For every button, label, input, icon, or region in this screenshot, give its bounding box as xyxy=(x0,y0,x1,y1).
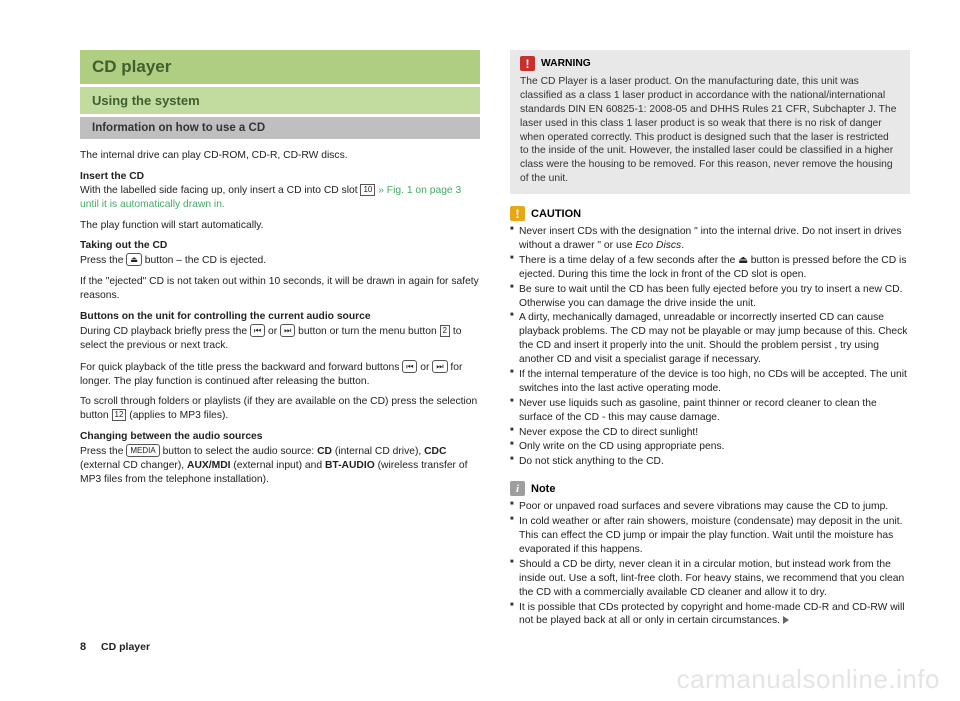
text: or xyxy=(417,362,432,373)
list-item: There is a time delay of a few seconds a… xyxy=(510,254,910,282)
text: Press the xyxy=(80,255,126,266)
heading-3: Information on how to use a CD xyxy=(80,117,480,139)
paragraph: Buttons on the unit for controlling the … xyxy=(80,310,480,353)
paragraph: To scroll through folders or playlists (… xyxy=(80,395,480,423)
next-button-icon: ⏭ xyxy=(432,360,447,373)
watermark: carmanualsonline.info xyxy=(677,664,940,695)
text: Press the xyxy=(80,446,126,457)
subhead: Taking out the CD xyxy=(80,240,167,251)
warning-body: The CD Player is a laser product. On the… xyxy=(520,75,900,186)
list-item: Poor or unpaved road surfaces and severe… xyxy=(510,500,910,514)
ref-number: 12 xyxy=(112,409,127,421)
subhead: Changing between the audio sources xyxy=(80,431,263,442)
text: Never insert CDs with the designation " … xyxy=(519,226,902,251)
text: button or turn the menu button xyxy=(295,326,439,337)
paragraph: Taking out the CD Press the ⏏ button – t… xyxy=(80,239,480,268)
paragraph: The internal drive can play CD-ROM, CD-R… xyxy=(80,149,480,163)
list-item: Be sure to wait until the CD has been fu… xyxy=(510,283,910,311)
prev-button-icon: ⏮ xyxy=(402,360,417,373)
subhead: Buttons on the unit for controlling the … xyxy=(80,311,371,322)
warning-icon: ! xyxy=(520,56,535,71)
text: With the labelled side facing up, only i… xyxy=(80,185,360,196)
subhead: Insert the CD xyxy=(80,171,144,182)
list-item: If the internal temperature of the devic… xyxy=(510,368,910,396)
text: During CD playback briefly press the xyxy=(80,326,250,337)
continue-icon xyxy=(783,616,789,624)
text: BT-AUDIO xyxy=(325,460,375,471)
note-header: i Note xyxy=(510,481,910,496)
note-icon: i xyxy=(510,481,525,496)
heading-1: CD player xyxy=(80,50,480,84)
paragraph: If the "ejected" CD is not taken out wit… xyxy=(80,275,480,303)
text: button to select the audio source: xyxy=(160,446,317,457)
text: CD xyxy=(317,446,332,457)
text: For quick playback of the title press th… xyxy=(80,362,402,373)
prev-button-icon: ⏮ xyxy=(250,324,265,337)
list-item: Never insert CDs with the designation " … xyxy=(510,225,910,253)
media-button-icon: MEDIA xyxy=(126,444,159,457)
text: CDC xyxy=(424,446,446,457)
note-list: Poor or unpaved road surfaces and severe… xyxy=(510,500,910,628)
caution-title: CAUTION xyxy=(531,208,581,220)
ref-number: 2 xyxy=(440,325,450,337)
list-item: Never expose the CD to direct sunlight! xyxy=(510,426,910,440)
page-content: CD player Using the system Information o… xyxy=(0,0,960,649)
left-column: CD player Using the system Information o… xyxy=(80,50,480,629)
text: (applies to MP3 files). xyxy=(126,410,228,421)
next-button-icon: ⏭ xyxy=(280,324,295,337)
warning-box: ! WARNING The CD Player is a laser produ… xyxy=(510,50,910,194)
list-item: A dirty, mechanically damaged, unreadabl… xyxy=(510,311,910,367)
text: (internal CD drive), xyxy=(332,446,424,457)
eject-button-icon: ⏏ xyxy=(126,253,142,266)
caution-list: Never insert CDs with the designation " … xyxy=(510,225,910,469)
warning-title: WARNING xyxy=(541,58,591,69)
text: (external CD changer), xyxy=(80,460,187,471)
list-item: Never use liquids such as gasoline, pain… xyxy=(510,397,910,425)
text: (external input) and xyxy=(231,460,325,471)
text: AUX/MDI xyxy=(187,460,230,471)
caution-header: ! CAUTION xyxy=(510,206,910,221)
list-item: It is possible that CDs protected by cop… xyxy=(510,601,910,629)
caution-icon: ! xyxy=(510,206,525,221)
text: or xyxy=(265,326,280,337)
right-column: ! WARNING The CD Player is a laser produ… xyxy=(510,50,910,629)
text: button – the CD is ejected. xyxy=(142,255,266,266)
list-item: In cold weather or after rain showers, m… xyxy=(510,515,910,557)
heading-2: Using the system xyxy=(80,87,480,114)
page-number: 8 xyxy=(80,641,86,653)
paragraph: Changing between the audio sources Press… xyxy=(80,430,480,487)
text: Eco Discs xyxy=(635,240,681,251)
note-title: Note xyxy=(531,483,555,495)
paragraph: Insert the CD With the labelled side fac… xyxy=(80,170,480,212)
warning-header: ! WARNING xyxy=(520,56,900,71)
list-item: Only write on the CD using appropriate p… xyxy=(510,440,910,454)
section-name: CD player xyxy=(101,641,150,653)
paragraph: The play function will start automatical… xyxy=(80,219,480,233)
ref-number: 10 xyxy=(360,184,375,196)
list-item: Should a CD be dirty, never clean it in … xyxy=(510,558,910,600)
paragraph: For quick playback of the title press th… xyxy=(80,360,480,389)
list-item: Do not stick anything to the CD. xyxy=(510,455,910,469)
page-footer: 8 CD player xyxy=(80,641,150,653)
